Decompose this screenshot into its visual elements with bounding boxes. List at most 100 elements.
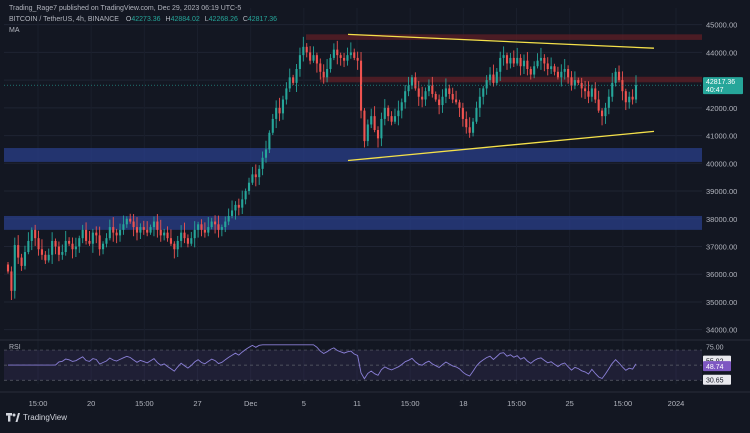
candle-body (315, 55, 318, 64)
candle-body (349, 52, 352, 56)
candle-body (91, 232, 94, 244)
candle-body (376, 130, 380, 139)
price-tick-label: 38000.00 (706, 215, 737, 224)
candle-body (339, 55, 342, 58)
candle-body (594, 88, 597, 100)
candle-body (502, 55, 505, 58)
candle-body (95, 232, 98, 236)
candle-body (336, 49, 339, 56)
candle-body (251, 174, 254, 183)
high-value: 42884.02 (170, 16, 200, 23)
trendline-lower (347, 130, 655, 162)
candle-body (40, 249, 43, 255)
candle-body (312, 55, 315, 61)
candle-body (230, 210, 234, 216)
candle-body (601, 110, 604, 117)
tradingview-brand: TradingView (23, 413, 68, 422)
candle-body (475, 107, 478, 122)
rsi-tick-label: 30.65 (706, 378, 724, 385)
candle-body (624, 91, 627, 103)
candle-body (356, 57, 359, 61)
candle-body (424, 91, 427, 100)
rsi-label[interactable]: RSI (9, 344, 21, 351)
candle-body (183, 232, 186, 239)
indicator-ma-label[interactable]: MA (9, 27, 20, 34)
last-price-tag (703, 77, 743, 95)
trendline-upper (347, 33, 655, 49)
candle-body (631, 96, 634, 100)
open-label: O (125, 16, 132, 23)
candle-body (57, 246, 60, 255)
resistance-zone (320, 76, 702, 83)
candle-body (241, 199, 244, 208)
candle-body (366, 124, 369, 142)
candle-body (47, 254, 50, 261)
candle-body (268, 132, 271, 150)
candle-body (214, 221, 217, 225)
rsi-value-tag (703, 361, 731, 372)
candle-body (64, 240, 67, 253)
price-tick-label: 37000.00 (706, 242, 737, 251)
time-tick-label: 5 (302, 399, 306, 408)
rsi-tick-label: 48.74 (706, 364, 724, 371)
candle-body (417, 88, 420, 97)
candle-body (472, 121, 475, 133)
candle-body (587, 91, 590, 97)
tradingview-logo[interactable]: TradingView (6, 413, 67, 422)
candle-body (118, 229, 122, 236)
candle-body (468, 127, 471, 133)
candle-body (390, 116, 393, 122)
candle-body (488, 74, 492, 81)
candle-body (203, 229, 206, 233)
candle-body (197, 224, 200, 230)
candle-body (169, 238, 172, 244)
candle-body (156, 221, 159, 230)
candle-body (122, 224, 125, 230)
candle-body (373, 116, 376, 131)
candle-body (529, 69, 532, 75)
candle-body (176, 240, 179, 250)
price-tick-label: 39000.00 (706, 187, 737, 196)
time-axis: 15:00 20 15:00 27 Dec 5 11 15:00 18 15:00 25 15:00 2… (29, 399, 685, 408)
candle-body (115, 232, 118, 236)
candle-body (485, 80, 488, 89)
candle-body (512, 57, 515, 64)
candle-body (224, 221, 227, 228)
candle-body (482, 88, 485, 97)
candle-body (292, 77, 295, 83)
candle-body (61, 252, 64, 255)
symbol-ohlc-line: BITCOIN / TetherUS, 4h, BINANCE O42273.3… (9, 15, 277, 24)
candle-body (536, 60, 539, 67)
candle-body (526, 60, 529, 70)
candle-body (288, 77, 291, 89)
candle-body (492, 74, 495, 83)
rsi-value-tag (703, 374, 731, 385)
candle-body (105, 238, 108, 244)
candle-body (597, 99, 600, 111)
candle-body (499, 57, 502, 72)
rsi-line (8, 344, 637, 380)
candle-body (448, 88, 451, 94)
candle-body (27, 240, 30, 253)
candle-body (438, 99, 441, 106)
candle-body (88, 240, 91, 244)
candle-body (180, 232, 183, 241)
price-tick-label: 35000.00 (706, 298, 737, 307)
rsi-pane (4, 344, 702, 381)
candle-body (112, 227, 115, 233)
candle-body (614, 71, 617, 83)
candle-body (166, 232, 169, 239)
candle-body (590, 88, 593, 97)
open-value: 42273.36 (131, 16, 161, 23)
candle-body (23, 252, 27, 266)
candle-body (101, 243, 105, 250)
candle-body (533, 66, 536, 75)
candle-body (427, 85, 430, 92)
symbol-label[interactable]: BITCOIN / TetherUS, 4h, BINANCE (9, 16, 119, 23)
candle-body (444, 88, 447, 97)
candle-body (152, 221, 156, 228)
candle-body (607, 96, 610, 108)
